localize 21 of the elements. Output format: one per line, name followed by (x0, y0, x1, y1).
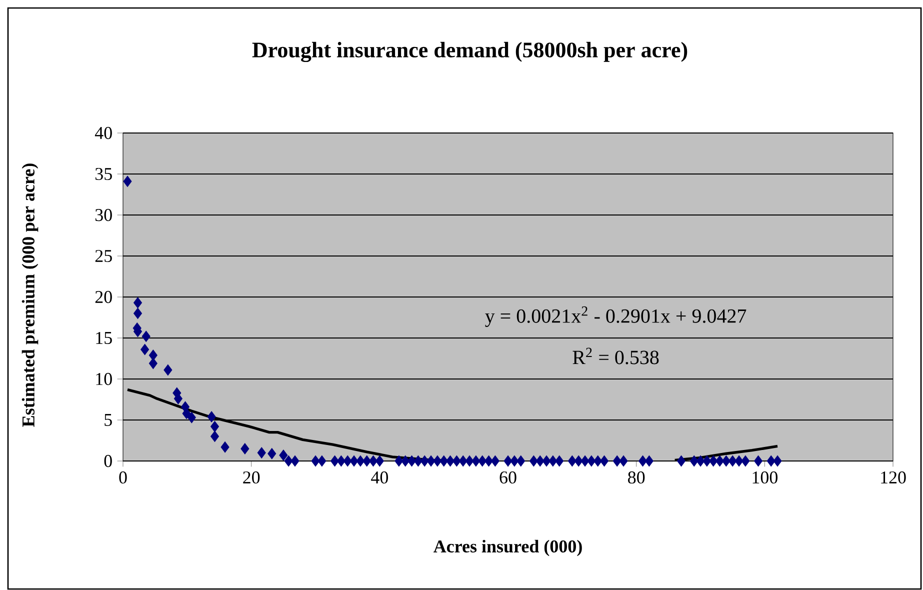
y-tick-label: 0 (104, 454, 112, 468)
y-tick-label: 10 (96, 372, 112, 386)
y-axis-title: Estimated premium (000 per acre) (22, 164, 38, 427)
annotation: R$^{2}$ = 0.538 (572, 348, 659, 364)
annotation: y = 0.0021x$^{2}$ - 0.2901x + 9.0427 (485, 306, 746, 327)
x-tick-label: 20 (243, 471, 260, 484)
y-tick-label: 20 (95, 290, 112, 304)
chart-title: Drought insurance demand (58000sh per acre) (252, 42, 688, 62)
y-tick-label: 5 (104, 414, 112, 426)
y-tick-label: 25 (95, 250, 112, 262)
x-tick-label: 40 (371, 471, 388, 484)
x-axis-title: Acres insured (000) (434, 540, 582, 556)
y-tick-label: 30 (95, 208, 112, 222)
x-tick-label: 120 (881, 471, 906, 484)
y-tick-label: 15 (96, 332, 112, 344)
x-tick-label: 60 (500, 471, 516, 484)
x-tick-label: 100 (752, 471, 778, 484)
y-tick-label: 40 (94, 126, 112, 140)
y-tick-label: 35 (95, 168, 112, 180)
x-tick-label: 80 (628, 471, 645, 484)
x-tick-label: 0 (119, 471, 127, 484)
